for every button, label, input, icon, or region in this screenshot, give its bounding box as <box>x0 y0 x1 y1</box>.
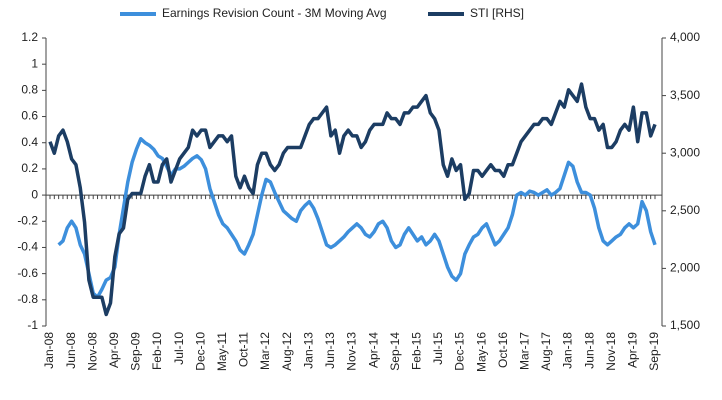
x-tick-label: Nov-18 <box>604 332 618 371</box>
x-tick-label: Apr-19 <box>626 332 640 368</box>
x-tick-label: Apr-14 <box>366 332 380 368</box>
x-tick-label: Jan-08 <box>42 332 56 369</box>
x-tick-label: Jun-08 <box>64 332 78 369</box>
x-tick-label: Jan-13 <box>301 332 315 369</box>
x-tick-label: Jan-18 <box>561 332 575 369</box>
x-tick-label: Aug-17 <box>539 332 553 371</box>
y2-tick-label: 3,000 <box>670 145 700 159</box>
x-tick-label: Jun-13 <box>323 332 337 369</box>
x-tick-label: Aug-12 <box>280 332 294 371</box>
x-tick-label: Dec-10 <box>193 332 207 371</box>
y2-tick-label: 3,500 <box>670 88 700 102</box>
y-tick-label: -0.2 <box>17 213 38 227</box>
x-tick-label: Jun-18 <box>582 332 596 369</box>
y-tick-label: 0.8 <box>21 83 38 97</box>
y-tick-label: 0.6 <box>21 109 38 123</box>
x-tick-label: May-11 <box>215 332 229 371</box>
y-tick-label: -0.6 <box>17 266 38 280</box>
y2-tick-label: 2,500 <box>670 203 700 217</box>
x-tick-label: Sep-19 <box>647 332 661 371</box>
x-tick-label: Nov-13 <box>345 332 359 371</box>
x-tick-label: Feb-10 <box>150 332 164 370</box>
y-tick-label: -1 <box>27 318 38 332</box>
x-tick-label: Sep-09 <box>129 332 143 371</box>
x-tick-label: Dec-15 <box>453 332 467 371</box>
y-tick-label: 0.2 <box>21 161 38 175</box>
y2-tick-label: 4,000 <box>670 30 700 44</box>
y2-tick-label: 2,000 <box>670 261 700 275</box>
x-tick-label: Apr-09 <box>107 332 121 368</box>
x-tick-label: Mar-12 <box>258 332 272 370</box>
x-tick-label: Oct-16 <box>496 332 510 368</box>
x-tick-label: Sep-14 <box>388 332 402 371</box>
x-tick-label: Oct-11 <box>237 332 251 367</box>
y-tick-label: 0.4 <box>21 135 38 149</box>
x-tick-label: Mar-17 <box>518 332 532 370</box>
y-tick-label: -0.4 <box>17 240 38 254</box>
x-tick-label: Jul-15 <box>431 332 445 365</box>
x-tick-label: Jul-10 <box>172 332 186 365</box>
x-tick-label: Nov-08 <box>85 332 99 371</box>
series-line <box>48 82 657 317</box>
x-tick-label: Feb-15 <box>409 332 423 370</box>
y-tick-label: -0.8 <box>17 292 38 306</box>
y-tick-label: 1 <box>31 56 38 70</box>
y-tick-label: 0 <box>31 187 38 201</box>
legend-label: STI [RHS] <box>470 6 524 20</box>
y-tick-label: 1.2 <box>21 30 38 44</box>
legend-label: Earnings Revision Count - 3M Moving Avg <box>162 6 387 20</box>
y2-tick-label: 1,500 <box>670 318 700 332</box>
series-line <box>57 137 657 299</box>
x-tick-label: May-16 <box>474 332 488 372</box>
